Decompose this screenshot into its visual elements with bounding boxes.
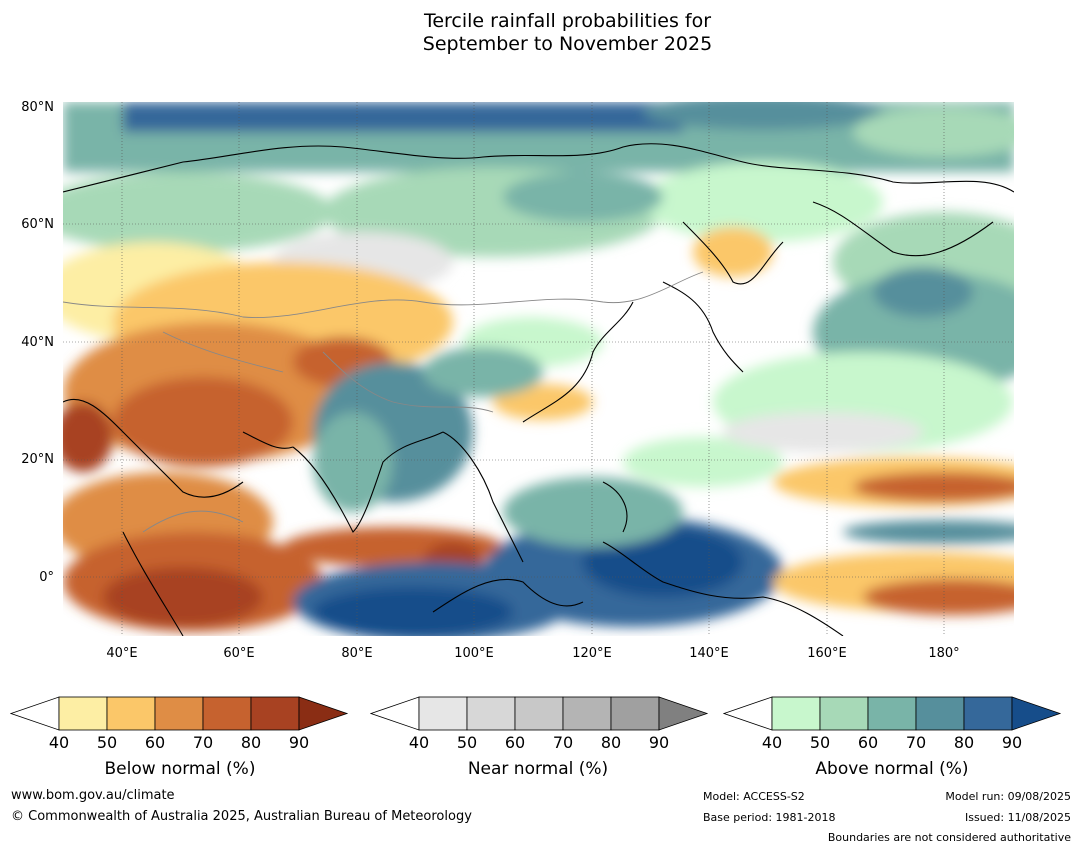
model-run-text: Model run: 09/08/2025	[945, 790, 1071, 803]
colorbar-below-label: Below normal (%)	[104, 759, 256, 779]
lon-label-180: 180°	[928, 646, 960, 661]
copyright-text: © Commonwealth of Australia 2025, Austra…	[11, 809, 472, 824]
colorbar-swatch	[202, 696, 252, 731]
graticule	[63, 102, 1014, 636]
colorbar-near-normal	[370, 696, 709, 731]
lon-label-100e: 100°E	[454, 646, 494, 661]
model-text: Model: ACCESS-S2	[703, 790, 805, 803]
tick-label: 50	[96, 733, 118, 752]
boundaries-note: Boundaries are not considered authoritat…	[827, 831, 1071, 844]
colorbar-swatch	[963, 696, 1013, 731]
colorbar-below-normal	[10, 696, 349, 731]
probability-shading	[63, 102, 1014, 636]
tick-label: 90	[288, 733, 310, 752]
colorbar-max-extension	[298, 696, 349, 731]
tick-label: 70	[905, 733, 927, 752]
lon-label-120e: 120°E	[572, 646, 612, 661]
colorbar-swatch	[867, 696, 917, 731]
colorbar-swatch	[418, 696, 468, 731]
colorbar-swatch	[514, 696, 564, 731]
lat-label-60n: 60°N	[21, 217, 54, 232]
colorbar-swatch	[250, 696, 300, 731]
tick-label: 40	[408, 733, 430, 752]
country-boundaries	[63, 271, 704, 533]
lon-label-60e: 60°E	[223, 646, 255, 661]
tick-label: 60	[144, 733, 166, 752]
lat-label-0: 0°	[39, 570, 54, 585]
tick-label: 80	[953, 733, 975, 752]
tick-label: 80	[240, 733, 262, 752]
colorbar-max-extension	[1011, 696, 1062, 731]
colorbar-min-extension	[10, 696, 60, 731]
title-line-2: September to November 2025	[422, 33, 713, 55]
colorbar-above-label: Above normal (%)	[815, 759, 969, 779]
base-period-text: Base period: 1981-2018	[703, 811, 836, 824]
issued-text: Issued: 11/08/2025	[964, 811, 1071, 824]
tick-label: 60	[857, 733, 879, 752]
lat-label-40n: 40°N	[21, 335, 54, 350]
coastlines	[63, 143, 1014, 636]
colorbar-swatch	[58, 696, 108, 731]
colorbar-min-extension	[370, 696, 420, 731]
colorbar-above-normal	[723, 696, 1062, 731]
tick-label: 50	[456, 733, 478, 752]
tick-label: 70	[552, 733, 574, 752]
lon-label-140e: 140°E	[689, 646, 729, 661]
tick-label: 90	[1001, 733, 1023, 752]
tick-label: 40	[48, 733, 70, 752]
lat-label-80n: 80°N	[21, 100, 54, 115]
rainfall-probability-map	[63, 102, 1014, 636]
website-link[interactable]: www.bom.gov.au/climate	[11, 788, 175, 803]
colorbar-swatch	[106, 696, 156, 731]
title-line-1: Tercile rainfall probabilities for	[423, 10, 712, 32]
colorbar-max-extension	[658, 696, 709, 731]
colorbar-near-label: Near normal (%)	[467, 759, 609, 779]
tick-label: 60	[504, 733, 526, 752]
colorbar-swatch	[915, 696, 965, 731]
tick-label: 80	[600, 733, 622, 752]
colorbar-swatch	[562, 696, 612, 731]
tick-label: 40	[761, 733, 783, 752]
lon-label-40e: 40°E	[106, 646, 138, 661]
colorbar-swatch	[819, 696, 869, 731]
map-svg	[63, 102, 1014, 636]
lat-label-20n: 20°N	[21, 452, 54, 467]
colorbar-swatch	[610, 696, 660, 731]
lon-label-80e: 80°E	[341, 646, 373, 661]
colorbar-min-extension	[723, 696, 773, 731]
lon-label-160e: 160°E	[807, 646, 847, 661]
colorbar-swatch	[771, 696, 821, 731]
tick-label: 50	[809, 733, 831, 752]
chart-title: Tercile rainfall probabilities for Septe…	[0, 10, 1081, 56]
colorbar-swatch	[466, 696, 516, 731]
tick-label: 90	[648, 733, 670, 752]
colorbar-swatch	[154, 696, 204, 731]
tick-label: 70	[192, 733, 214, 752]
